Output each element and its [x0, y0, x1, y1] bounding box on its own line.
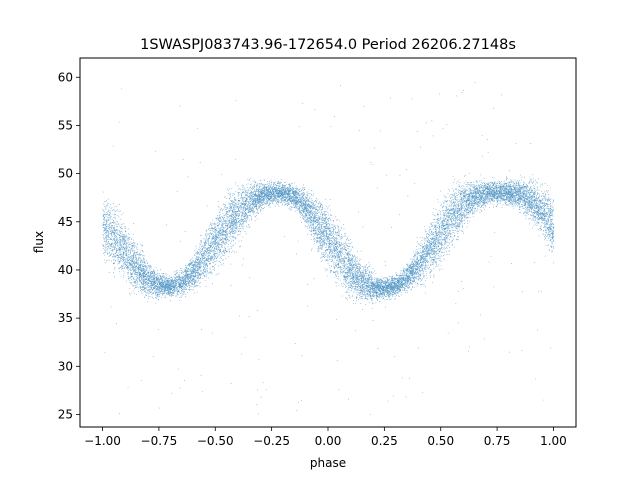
y-tick-label: 25: [58, 407, 73, 421]
x-tick-label: 0.00: [315, 434, 342, 448]
x-tick-label: −0.75: [141, 434, 178, 448]
y-tick-label: 50: [58, 167, 73, 181]
chart-title: 1SWASPJ083743.96-172654.0 Period 26206.2…: [140, 37, 516, 53]
y-tick-label: 35: [58, 311, 73, 325]
y-tick-label: 55: [58, 118, 73, 132]
x-tick-label: −1.00: [84, 434, 121, 448]
y-tick-label: 45: [58, 215, 73, 229]
x-tick-label: −0.25: [253, 434, 290, 448]
x-axis-label: phase: [310, 456, 346, 470]
y-axis: 25 30 35 40 45 50 55 60: [58, 70, 80, 421]
y-axis-label: flux: [32, 231, 46, 253]
x-tick-label: 0.75: [484, 434, 511, 448]
x-tick-label: 0.25: [371, 434, 398, 448]
y-tick-label: 60: [58, 70, 73, 84]
y-tick-label: 30: [58, 359, 73, 373]
y-tick-label: 40: [58, 263, 73, 277]
x-axis: −1.00 −0.75 −0.50 −0.25 0.00 0.25 0.50 0.75 1.00: [84, 427, 567, 448]
x-tick-label: 0.50: [427, 434, 454, 448]
x-tick-label: −0.50: [197, 434, 234, 448]
x-tick-label: 1.00: [540, 434, 567, 448]
